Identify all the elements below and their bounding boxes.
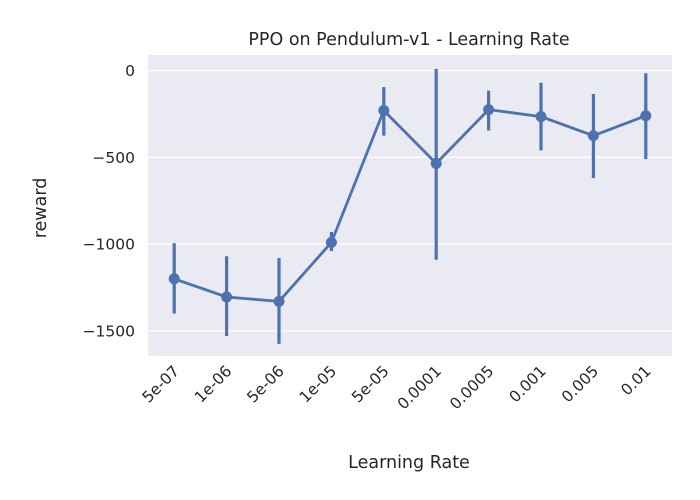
plot-area <box>148 55 672 356</box>
data-point <box>325 236 337 248</box>
x-tick-label: 1e-05 <box>296 362 340 406</box>
data-point <box>168 273 180 285</box>
series-line <box>173 108 647 303</box>
x-tick-label: 0.005 <box>558 362 602 406</box>
data-point <box>483 104 495 116</box>
data-point <box>535 111 547 123</box>
y-tick-label: −500 <box>92 149 135 167</box>
data-point <box>640 110 652 122</box>
y-axis-label: reward <box>31 178 51 239</box>
data-point <box>378 105 390 117</box>
data-point <box>221 291 233 303</box>
x-tick-label: 5e-06 <box>243 362 287 406</box>
y-tick-label: −1500 <box>83 322 135 340</box>
x-tick-label: 0.0005 <box>446 362 497 413</box>
grid-lines <box>148 70 672 332</box>
data-point <box>587 130 599 142</box>
data-points <box>168 104 652 307</box>
data-point <box>273 295 285 307</box>
y-tick-labels: 0 −500 −1000 −1500 <box>83 62 135 340</box>
x-tick-label: 1e-06 <box>191 362 235 406</box>
chart-title: PPO on Pendulum-v1 - Learning Rate <box>248 30 569 50</box>
data-point <box>430 157 442 169</box>
x-tick-label: 0.01 <box>617 362 654 399</box>
y-tick-label: −1000 <box>83 236 135 254</box>
x-tick-label: 0.001 <box>506 362 550 406</box>
y-tick-label: 0 <box>125 62 135 80</box>
x-tick-label: 5e-05 <box>348 362 392 406</box>
x-tick-labels: 5e-07 1e-06 5e-06 1e-05 5e-05 0.0001 0.0005 0.0… <box>139 362 655 413</box>
x-tick-label: 0.0001 <box>394 362 445 413</box>
x-axis-label: Learning Rate <box>348 453 470 473</box>
x-tick-label: 5e-07 <box>139 362 183 406</box>
